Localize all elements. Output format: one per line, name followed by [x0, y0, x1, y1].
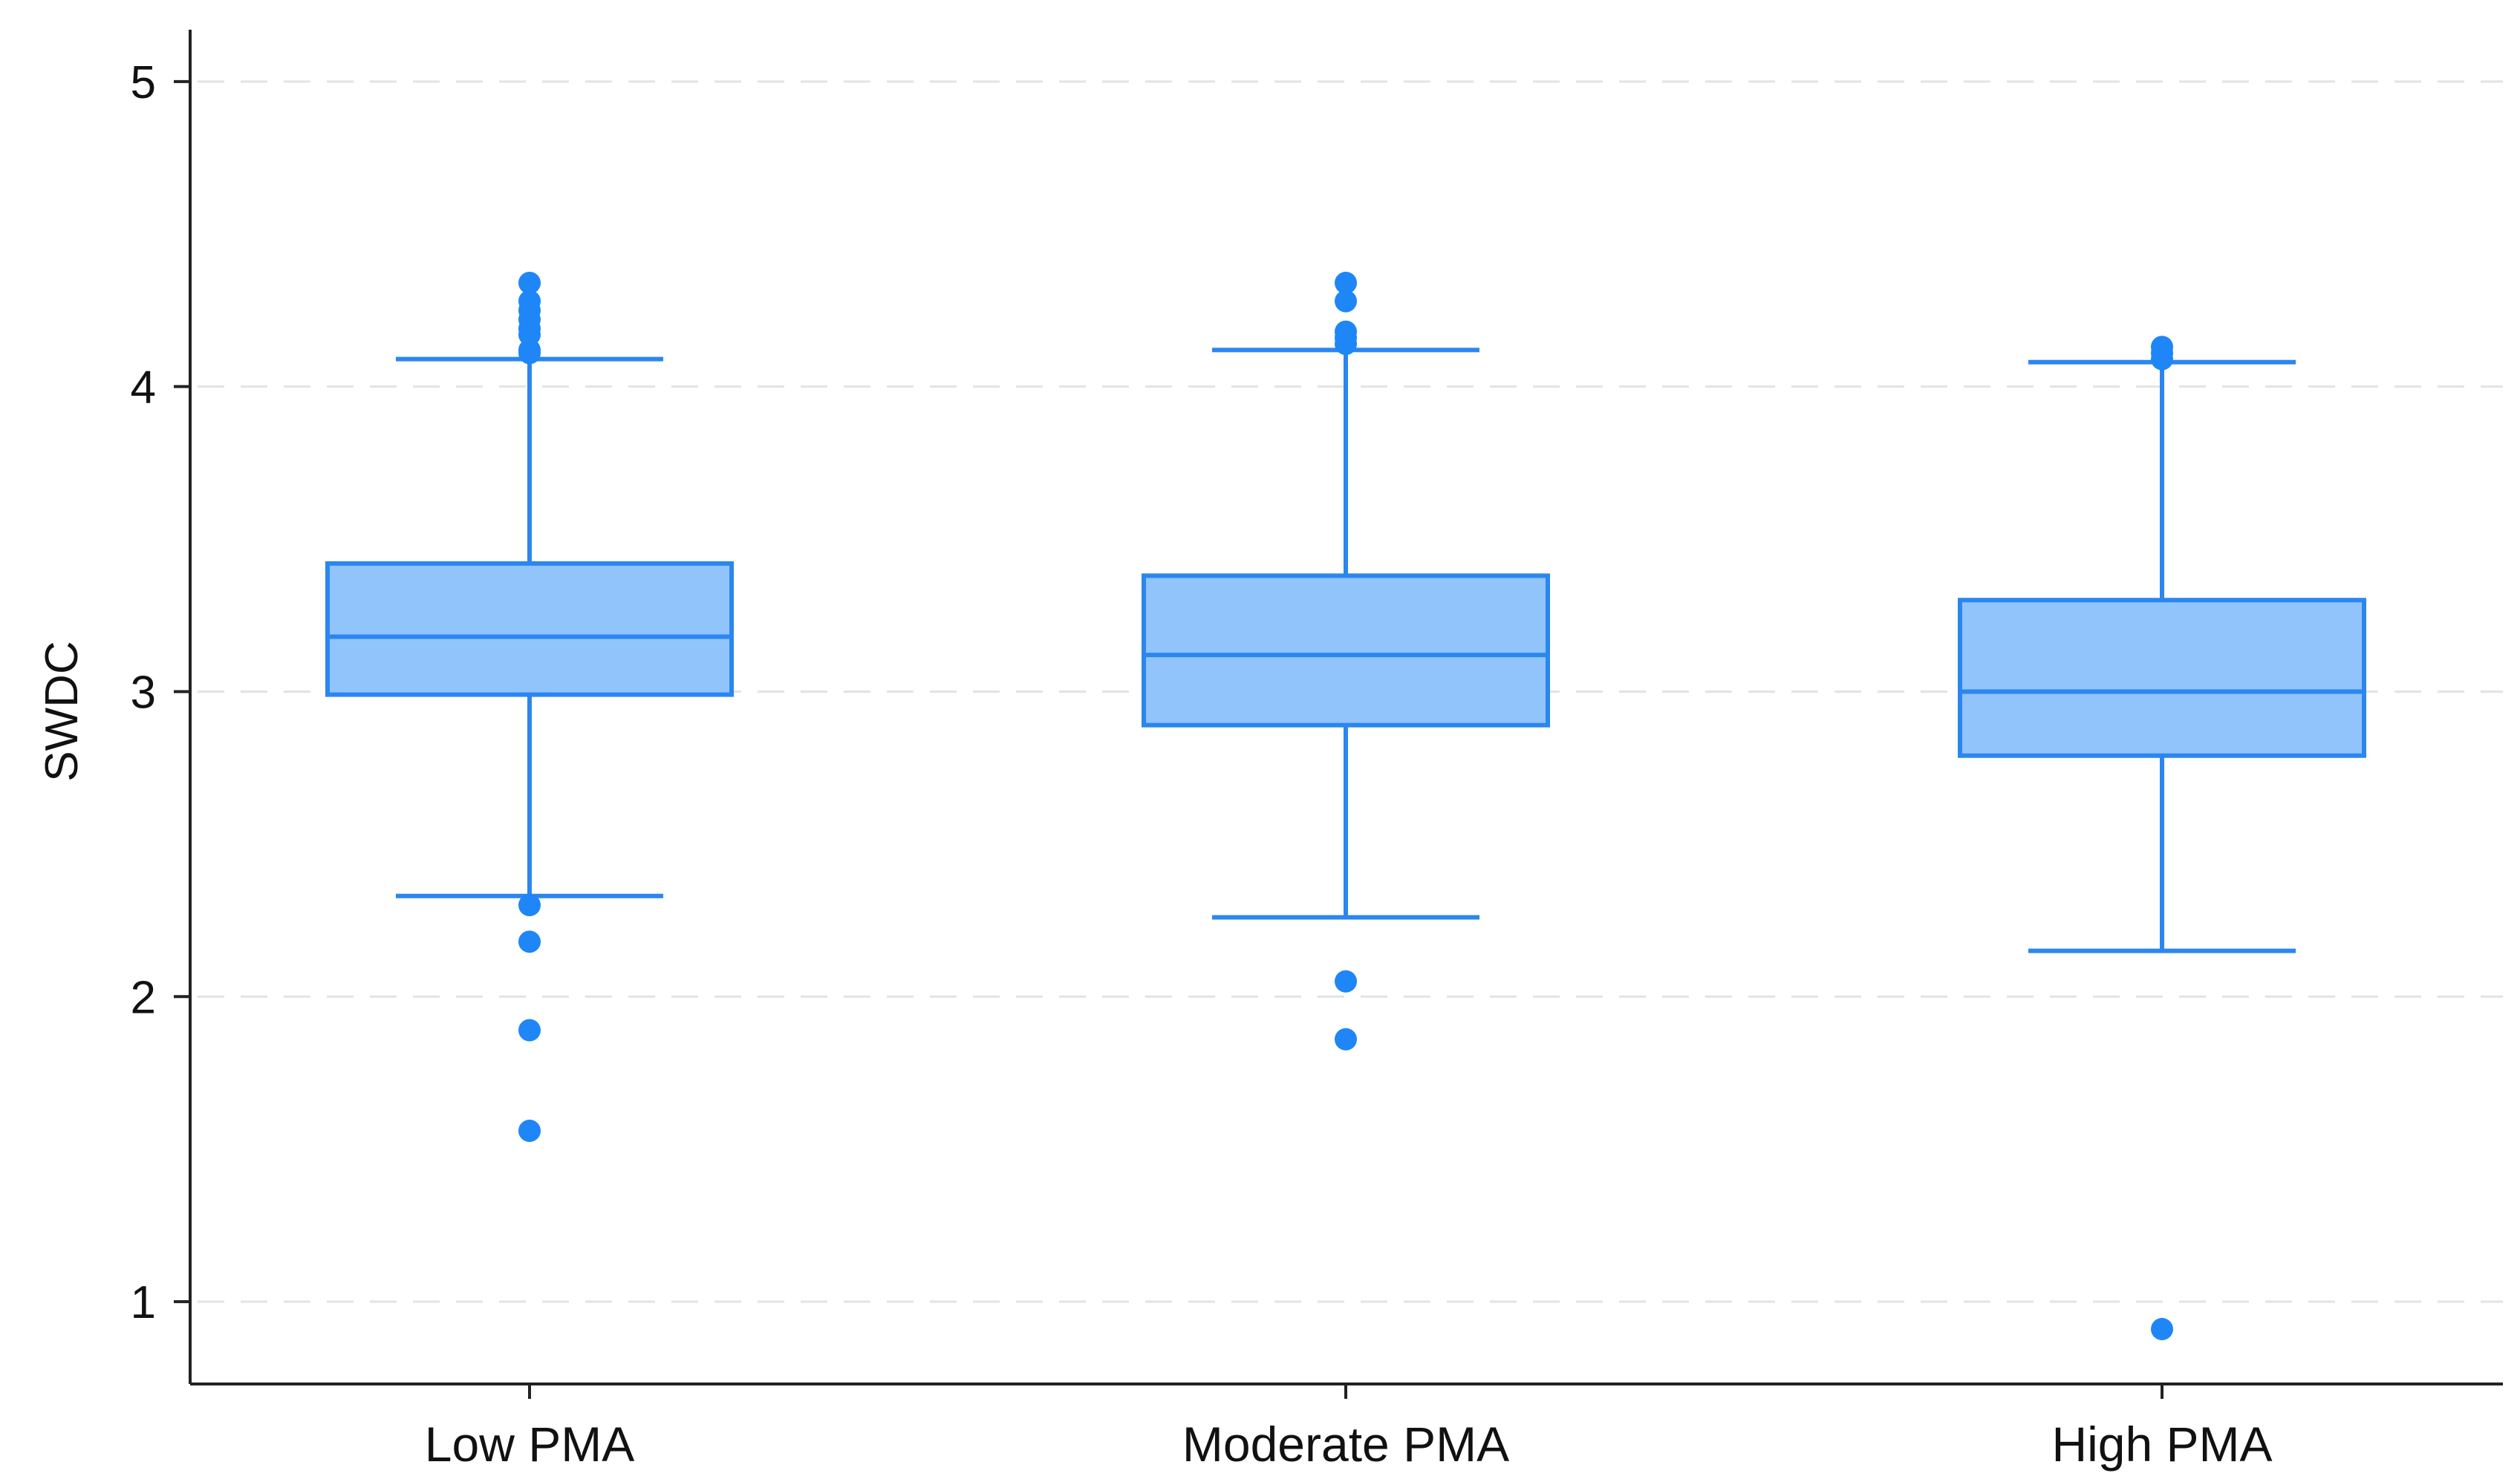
outlier-point: [2151, 347, 2173, 370]
outlier-point: [518, 342, 541, 365]
y-tick-label: 1: [131, 1277, 156, 1328]
outlier-point: [518, 894, 541, 917]
x-category-label: Moderate PMA: [1182, 1417, 1509, 1472]
box-layer: [325, 271, 2366, 1341]
outlier-point: [518, 323, 541, 346]
iqr-box: [325, 561, 734, 697]
y-tick-label: 5: [131, 57, 156, 108]
x-category-label: High PMA: [2051, 1417, 2272, 1472]
iqr-box: [1142, 573, 1550, 728]
outlier-point: [518, 1120, 541, 1143]
outlier-point: [1335, 333, 1357, 356]
outlier-point: [2151, 1318, 2173, 1341]
box-group-0: [325, 271, 734, 1143]
iqr-box: [1958, 598, 2366, 758]
y-axis-title: SWDC: [36, 641, 88, 781]
box-group-2: [1958, 336, 2366, 1341]
outlier-point: [518, 930, 541, 953]
y-tick-label: 4: [131, 362, 156, 414]
outlier-point: [518, 1019, 541, 1042]
x-category-label: Low PMA: [425, 1417, 634, 1472]
x-category-labels: Low PMA Moderate PMA High PMA: [425, 1384, 2273, 1472]
y-tick-label: 2: [131, 972, 156, 1023]
outlier-point: [1335, 1028, 1357, 1051]
outlier-point: [1335, 271, 1357, 294]
outlier-point: [518, 271, 541, 294]
y-ticks: 1 2 3 4 5: [131, 57, 190, 1328]
outlier-point: [1335, 970, 1357, 993]
box-group-1: [1142, 271, 1550, 1051]
y-tick-label: 3: [131, 667, 156, 718]
outlier-point: [1335, 290, 1357, 313]
